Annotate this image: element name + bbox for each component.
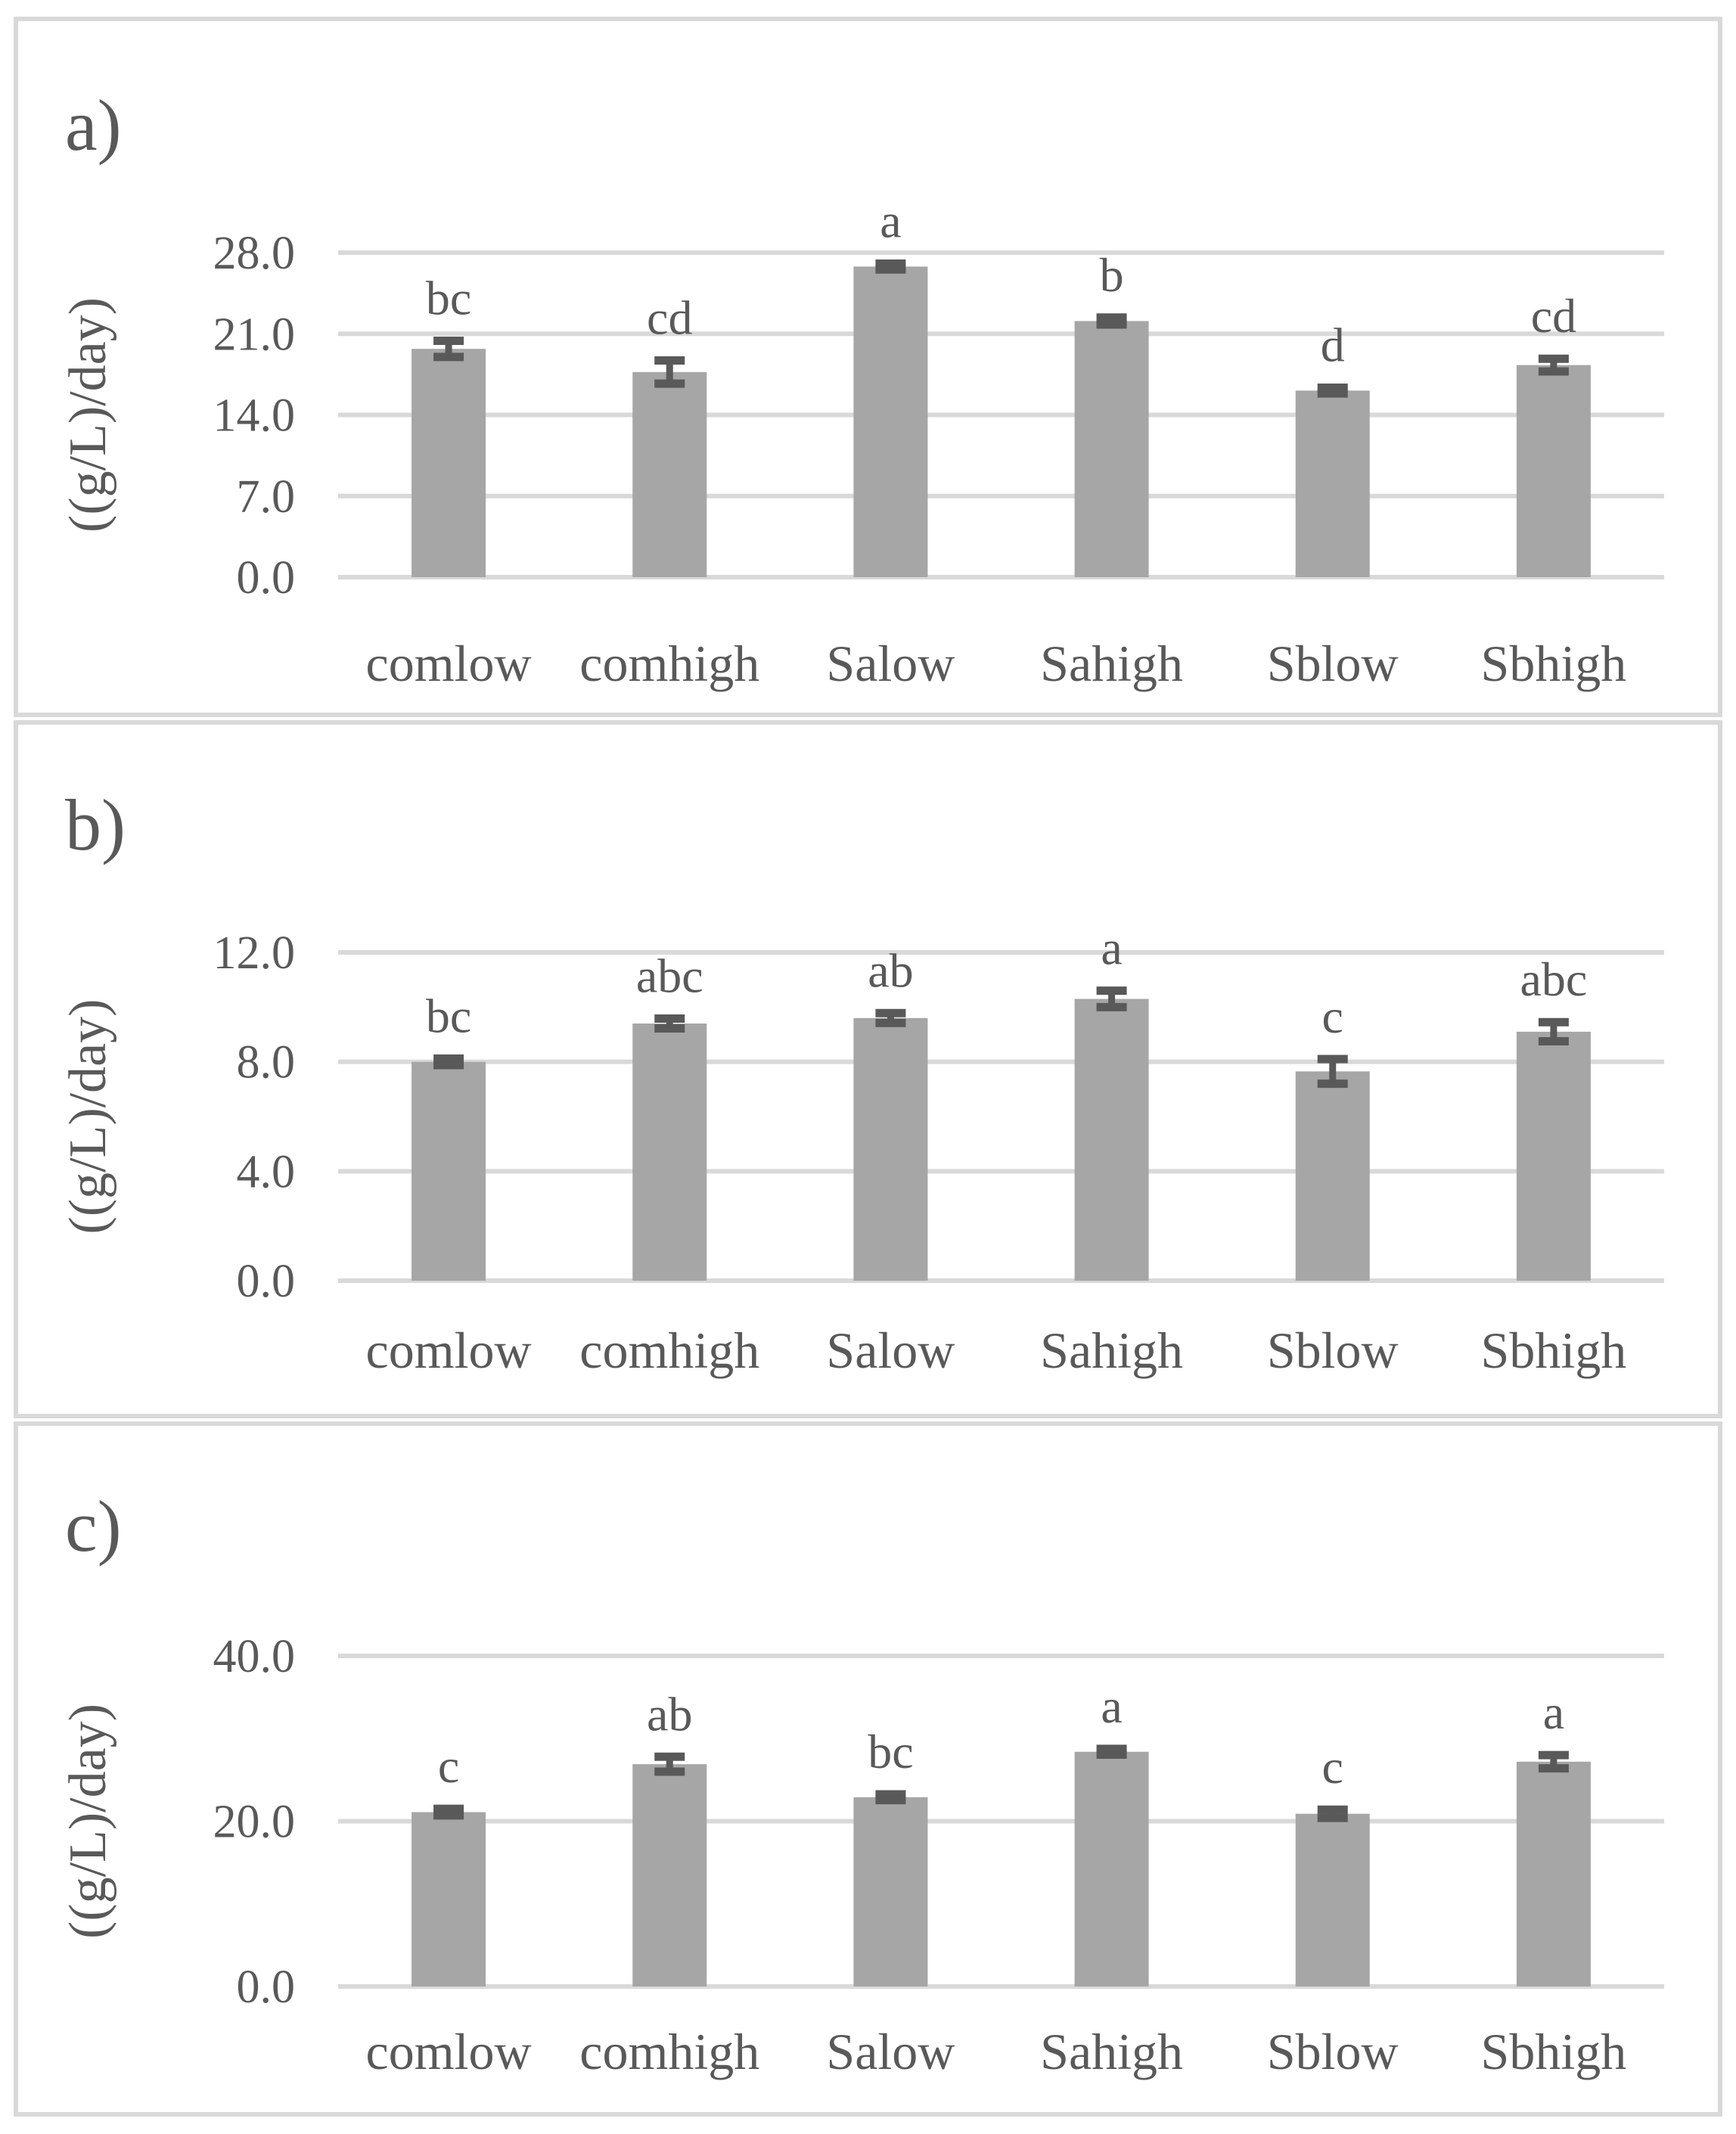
- sig-letter: abc: [1520, 952, 1588, 1006]
- sig-letter: abc: [636, 949, 703, 1003]
- sig-letter: bc: [868, 1725, 913, 1778]
- x-tick-label: Sahigh: [1040, 635, 1183, 692]
- bar-Salow: [853, 1797, 928, 1986]
- bar-comhigh: [632, 1024, 707, 1281]
- y-tick-label: 4.0: [237, 1146, 296, 1197]
- panel-label: a): [65, 85, 122, 166]
- panel-label: b): [65, 784, 126, 865]
- bar-Sahigh: [1074, 321, 1149, 577]
- sig-letter: bc: [426, 271, 471, 325]
- sig-letter: c: [1322, 989, 1343, 1043]
- sig-letter: c: [438, 1739, 459, 1793]
- y-tick-label: 21.0: [213, 309, 296, 360]
- bar-Sblow: [1295, 1813, 1370, 1986]
- bar-comhigh: [632, 371, 707, 577]
- sig-letter: bc: [426, 989, 471, 1042]
- sig-letter: a: [1101, 1679, 1122, 1733]
- bar-comlow: [411, 1812, 486, 1986]
- x-tick-label: Sblow: [1267, 635, 1399, 692]
- x-tick-label: comlow: [366, 2023, 532, 2080]
- x-tick-label: comhigh: [579, 2023, 759, 2080]
- x-tick-label: Sblow: [1267, 2023, 1399, 2080]
- x-tick-label: Sblow: [1267, 1322, 1399, 1379]
- sig-letter: cd: [647, 290, 692, 344]
- sig-letter: a: [1543, 1685, 1564, 1739]
- sig-letter: b: [1100, 248, 1124, 302]
- bar-Sbhigh: [1516, 365, 1591, 577]
- bar-comlow: [411, 349, 486, 577]
- bar-Sbhigh: [1516, 1761, 1591, 1986]
- bar-Salow: [853, 1017, 928, 1281]
- y-axis-title: ((g/L)/day): [59, 999, 117, 1235]
- x-tick-label: Salow: [826, 635, 955, 692]
- sig-letter: c: [1322, 1740, 1343, 1794]
- x-tick-label: Sahigh: [1040, 1322, 1183, 1379]
- y-tick-label: 14.0: [213, 390, 296, 442]
- bar-Salow: [853, 266, 928, 577]
- y-tick-label: 0.0: [237, 1962, 296, 2013]
- sig-letter: a: [1101, 921, 1122, 975]
- bar-comhigh: [632, 1764, 707, 1986]
- y-axis-title: ((g/L)/day): [59, 297, 117, 533]
- y-tick-label: 12.0: [213, 927, 296, 979]
- y-tick-label: 0.0: [237, 552, 296, 604]
- sig-letter: cd: [1531, 289, 1576, 343]
- y-tick-label: 0.0: [237, 1256, 296, 1307]
- bar-chart-c: 0.0 20.0 40.0 ((g/L)/day) c) c comlow ab comhigh…: [59, 1486, 1664, 2080]
- panel-label: c): [65, 1486, 122, 1567]
- x-tick-label: comlow: [366, 1322, 532, 1379]
- bar-chart-b: 0.04.08.012.0((g/L)/day)b)bccomlowabccom…: [59, 784, 1664, 1379]
- bar-Sblow: [1295, 1071, 1370, 1281]
- bar-Sbhigh: [1516, 1031, 1591, 1281]
- x-tick-label: Sbhigh: [1481, 2023, 1627, 2080]
- bar-Sahigh: [1074, 999, 1149, 1281]
- y-tick-label: 40.0: [213, 1631, 296, 1682]
- x-tick-label: Salow: [826, 2023, 955, 2080]
- x-tick-label: Sbhigh: [1481, 635, 1627, 692]
- y-tick-label: 8.0: [237, 1037, 296, 1089]
- bar-chart-a: 0.07.014.021.028.0((g/L)/day)a)bccomlowc…: [59, 85, 1664, 692]
- y-tick-label: 7.0: [237, 471, 296, 523]
- x-tick-label: comhigh: [579, 635, 759, 692]
- sig-letter: ab: [647, 1687, 692, 1741]
- sig-letter: ab: [868, 943, 913, 997]
- x-tick-label: comlow: [366, 635, 532, 692]
- bar-Sblow: [1295, 390, 1370, 577]
- x-tick-label: Sbhigh: [1481, 1322, 1627, 1379]
- x-tick-label: Salow: [826, 1322, 955, 1379]
- x-tick-label: comhigh: [579, 1322, 759, 1379]
- y-tick-label: 28.0: [213, 228, 296, 279]
- y-tick-label: 20.0: [213, 1797, 296, 1848]
- sig-letter: a: [880, 194, 901, 248]
- sig-letter: d: [1321, 318, 1345, 371]
- panel-b: 0.0 4.0 8.0 12.0 ((g/L)/day) b) bc comlow abc com…: [14, 720, 1722, 1418]
- bar-comlow: [411, 1061, 486, 1281]
- panel-a: 0.0 7.0 14.0 21.0 28.0 ((g/L)/day) a) bc comlow c…: [14, 17, 1722, 717]
- panel-c: 0.0 20.0 40.0 ((g/L)/day) c) c comlow ab comhigh…: [14, 1421, 1722, 2117]
- bar-Sahigh: [1074, 1751, 1149, 1986]
- x-tick-label: Sahigh: [1040, 2023, 1183, 2080]
- y-axis-title: ((g/L)/day): [59, 1704, 117, 1939]
